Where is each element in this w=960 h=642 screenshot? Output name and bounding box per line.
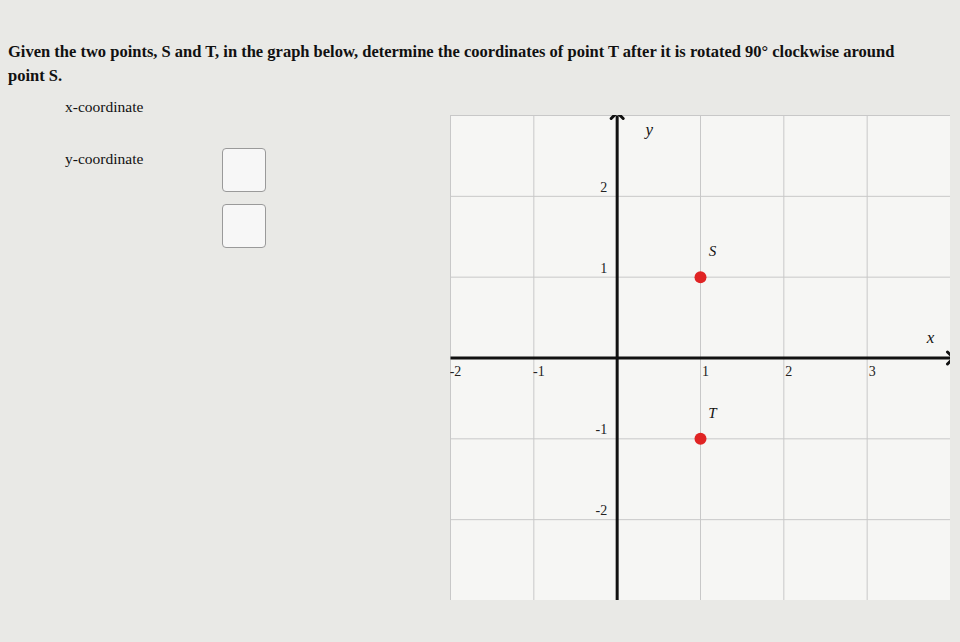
html-text:Given the two points, S and T,: Given the two points, S and T, in the gr… bbox=[8, 42, 895, 85]
svg-text:3: 3 bbox=[869, 364, 876, 379]
svg-text:S: S bbox=[709, 243, 717, 259]
svg-text:2: 2 bbox=[785, 364, 792, 379]
html-text:y-coordinate: y-coordinate bbox=[65, 150, 144, 167]
svg-text:-2: -2 bbox=[595, 503, 607, 518]
svg-text:x: x bbox=[926, 328, 935, 347]
svg-text:2: 2 bbox=[600, 180, 607, 195]
svg-text:T: T bbox=[708, 405, 718, 421]
svg-text:1: 1 bbox=[600, 261, 607, 276]
svg-text:-2: -2 bbox=[450, 364, 461, 379]
svg-text:1: 1 bbox=[702, 364, 709, 379]
svg-text:-1: -1 bbox=[595, 422, 607, 437]
svg-text:-1: -1 bbox=[533, 364, 545, 379]
svg-text:y: y bbox=[643, 120, 653, 139]
html-text:x-coordinate: x-coordinate bbox=[65, 98, 144, 115]
